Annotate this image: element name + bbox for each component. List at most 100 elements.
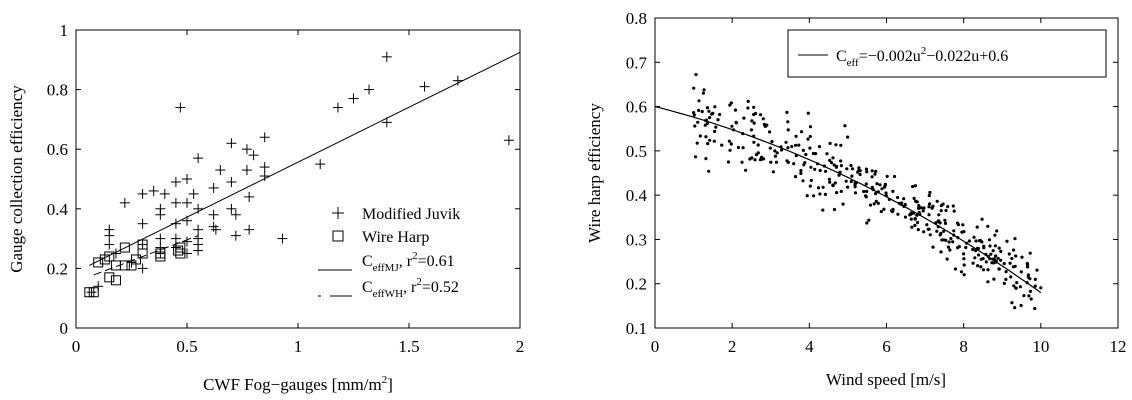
plus-point (170, 176, 181, 187)
harp-point (740, 160, 744, 164)
left-x-tick-label: 0 (72, 337, 81, 356)
harp-point (727, 139, 732, 143)
plus-point (104, 239, 115, 250)
harp-point (883, 182, 888, 186)
right-y-tick-label: 0.5 (626, 142, 647, 161)
harp-point (1010, 301, 1014, 305)
harp-point (793, 175, 798, 179)
harp-point (882, 207, 886, 211)
right-legend-label: Ceff=−0.002u2−0.022u+0.6 (836, 45, 1008, 69)
left-y-tick-label: 0.8 (47, 81, 68, 100)
harp-point (846, 135, 850, 139)
plus-point (259, 171, 270, 182)
harp-point (922, 230, 926, 234)
left-y-tick-label: 0.2 (47, 259, 68, 278)
harp-point (990, 261, 994, 265)
harp-point (995, 229, 999, 233)
harp-point (693, 155, 698, 159)
harp-point (915, 220, 920, 225)
plus-point (137, 188, 148, 199)
harp-point (811, 151, 816, 156)
harp-point (1035, 268, 1039, 272)
right-legend-box (787, 29, 1107, 78)
harp-point (948, 248, 952, 252)
harp-point (961, 223, 965, 227)
plus-point (230, 209, 241, 220)
legend-marker-plus (332, 207, 344, 219)
harp-point (981, 268, 986, 272)
harp-point (1011, 265, 1016, 269)
harp-point (708, 138, 712, 142)
harp-point (801, 179, 805, 183)
plus-point (226, 138, 237, 149)
plus-point (137, 218, 148, 229)
right-x-tick-label: 12 (1110, 337, 1127, 356)
harp-point (911, 185, 915, 189)
harp-point (813, 167, 817, 171)
harp-point (786, 120, 790, 124)
left-x-tick-label: 2 (516, 337, 525, 356)
harp-point (984, 260, 988, 264)
harp-point (728, 103, 732, 107)
harp-point (864, 182, 868, 186)
harp-point (979, 265, 983, 269)
harp-point (753, 158, 757, 162)
harp-point (959, 270, 964, 274)
harp-point (845, 167, 849, 171)
harp-point (879, 209, 883, 214)
harp-point (765, 123, 769, 127)
left-x-tick-label: 1 (294, 337, 303, 356)
harp-point (858, 172, 862, 177)
harp-point (692, 86, 696, 90)
harp-point (711, 111, 715, 115)
harp-point (986, 280, 990, 284)
harp-point (756, 143, 760, 147)
plus-point (137, 239, 148, 250)
harp-point (992, 277, 996, 281)
left-y-tick-label: 0.4 (47, 200, 69, 219)
harp-point (946, 245, 951, 249)
harp-point (917, 206, 921, 210)
harp-point (986, 224, 990, 228)
harp-point (975, 225, 979, 229)
harp-point (856, 169, 861, 173)
harp-point (1025, 262, 1029, 266)
harp-point (913, 184, 918, 188)
harp-point (927, 193, 931, 198)
harp-point (832, 207, 837, 212)
harp-point (962, 257, 966, 261)
harp-point (1002, 262, 1006, 266)
plus-point (226, 203, 237, 214)
right-chart: 0 2 4 6 8 10 12 0.1 0.2 0.3 0.4 0.5 0.6 0.7 0.8 Wire … (585, 9, 1127, 389)
left-y-tick-label: 0 (60, 319, 69, 338)
harp-point (818, 168, 822, 173)
harp-point (1013, 306, 1017, 310)
harp-point (805, 194, 809, 198)
harp-point (944, 208, 948, 213)
harp-point (752, 121, 756, 125)
harp-point (839, 143, 843, 147)
square-point (119, 242, 130, 253)
harp-point (928, 233, 932, 237)
harp-point (809, 178, 813, 182)
harp-point (927, 227, 931, 231)
harp-point (1026, 265, 1030, 269)
right-x-tick-label: 8 (959, 337, 968, 356)
harp-point (730, 124, 734, 128)
harp-point (821, 185, 825, 189)
harp-point (790, 144, 794, 149)
left-chart: 0 0.5 1 1.5 2 0 0.2 0.4 0.6 0.8 1 Gauge collectio… (7, 21, 524, 394)
harp-point (825, 152, 829, 156)
harp-point (808, 125, 813, 129)
harp-point (694, 73, 698, 77)
harp-point (1004, 270, 1008, 274)
harp-point (951, 240, 955, 244)
fit-curve (654, 106, 1042, 294)
right-x-tick-label: 6 (882, 337, 891, 356)
harp-point (919, 206, 923, 210)
right-y-tick-label: 0.4 (626, 186, 648, 205)
harp-point (703, 123, 707, 127)
harp-point (875, 182, 879, 186)
harp-point (696, 120, 700, 124)
